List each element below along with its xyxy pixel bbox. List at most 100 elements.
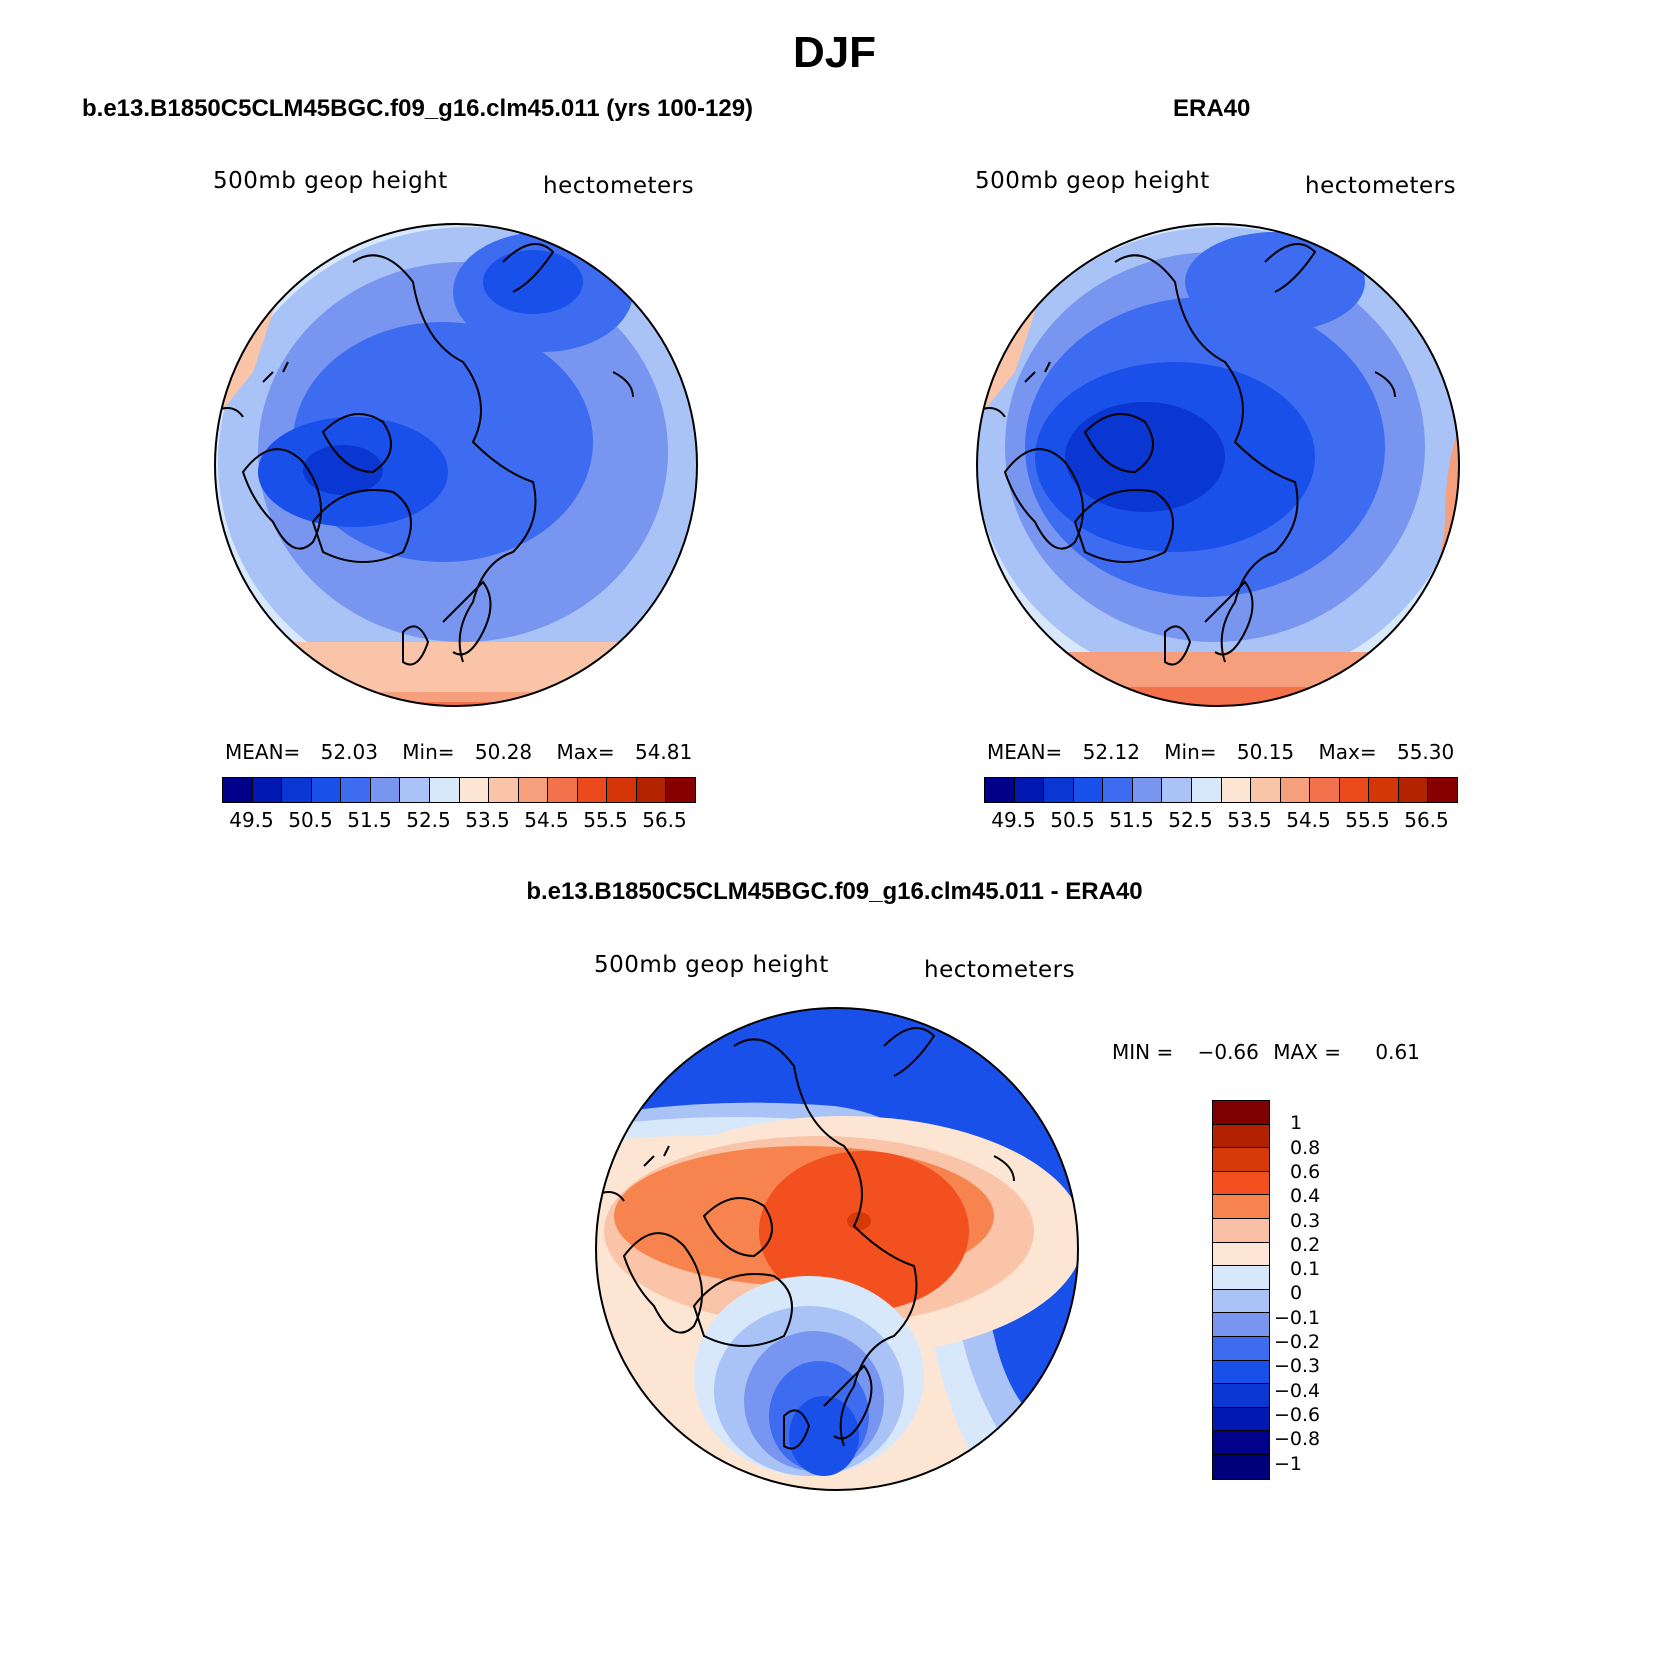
colorbar-swatch	[1213, 1171, 1269, 1196]
obs-colorbar-labels: 49.5 50.5 51.5 52.5 53.5 54.5 55.5 56.5	[984, 808, 1456, 834]
diff-max-label: MAX =	[1273, 1040, 1342, 1064]
colorbar-tick-label: 0.2	[1290, 1233, 1321, 1256]
colorbar-tick-label: 55.5	[583, 808, 628, 832]
colorbar-tick-label: −0.2	[1274, 1331, 1321, 1353]
colorbar-tick-label: 53.5	[465, 808, 510, 832]
colorbar-swatch	[459, 778, 490, 802]
colorbar-swatch	[1213, 1360, 1269, 1385]
colorbar-swatch	[282, 778, 312, 802]
colorbar-tick-label: −0.1	[1274, 1306, 1321, 1329]
colorbar-swatch	[1213, 1101, 1269, 1125]
model-mean-value: 52.03	[320, 740, 378, 764]
diff-polar-map	[595, 1007, 1079, 1491]
diff-max-value: 0.61	[1375, 1040, 1420, 1064]
obs-min-label: Min=	[1164, 740, 1217, 764]
model-colorbar	[222, 777, 696, 803]
obs-max-label: Max=	[1318, 740, 1377, 764]
colorbar-swatch	[1162, 778, 1192, 802]
obs-panel-title: ERA40	[1173, 95, 1251, 122]
obs-mean-value: 52.12	[1082, 740, 1140, 764]
colorbar-swatch	[1213, 1218, 1269, 1243]
colorbar-tick-label: 0.4	[1290, 1185, 1321, 1208]
colorbar-tick-label: 52.5	[406, 808, 451, 832]
colorbar-tick-label: 52.5	[1168, 808, 1213, 832]
colorbar-swatch	[1213, 1313, 1269, 1337]
colorbar-swatch	[252, 778, 283, 802]
colorbar-tick-label: 55.5	[1345, 808, 1390, 832]
colorbar-swatch	[400, 778, 430, 802]
model-panel-title: b.e13.B1850C5CLM45BGC.f09_g16.clm45.011 …	[82, 95, 754, 122]
obs-variable-label: 500mb geop height	[975, 168, 1210, 194]
diff-min-value: −0.66	[1197, 1040, 1259, 1064]
model-mean-label: MEAN=	[225, 740, 301, 764]
colorbar-swatch	[1213, 1407, 1269, 1432]
colorbar-tick-label: −0.8	[1274, 1428, 1321, 1451]
obs-stats: MEAN= 52.12 Min= 50.15 Max= 55.30	[987, 740, 1454, 764]
colorbar-swatch	[985, 778, 1015, 802]
colorbar-swatch	[577, 778, 608, 802]
colorbar-swatch	[1213, 1384, 1269, 1408]
colorbar-swatch	[1213, 1148, 1269, 1172]
diff-panel-title: b.e13.B1850C5CLM45BGC.f09_g16.clm45.011 …	[526, 878, 1143, 905]
colorbar-swatch	[1213, 1124, 1269, 1149]
colorbar-swatch	[1213, 1195, 1269, 1219]
model-min-label: Min=	[402, 740, 455, 764]
model-max-value: 54.81	[634, 740, 693, 764]
colorbar-tick-label: 51.5	[1109, 808, 1154, 832]
colorbar-tick-label: −0.4	[1274, 1379, 1321, 1402]
colorbar-swatch	[341, 778, 371, 802]
model-colorbar-labels: 49.5 50.5 51.5 52.5 53.5 54.5 55.5 56.5	[222, 808, 694, 834]
colorbar-tick-label: 50.5	[288, 808, 333, 832]
obs-min-value: 50.15	[1236, 740, 1295, 764]
colorbar-tick-label: 0.1	[1290, 1258, 1321, 1281]
colorbar-swatch	[1251, 778, 1281, 802]
diff-colorbar	[1212, 1100, 1270, 1480]
diff-units-label: hectometers	[924, 957, 1076, 983]
colorbar-swatch	[1073, 778, 1104, 802]
colorbar-swatch	[1014, 778, 1045, 802]
colorbar-tick-label: −0.6	[1274, 1403, 1321, 1426]
model-units-label: hectometers	[543, 173, 695, 199]
colorbar-swatch	[666, 778, 695, 802]
colorbar-tick-label: −0.3	[1274, 1355, 1321, 1378]
obs-units-label: hectometers	[1305, 173, 1457, 199]
colorbar-swatch	[311, 778, 342, 802]
colorbar-tick-label: 56.5	[1404, 808, 1449, 832]
diff-variable-label: 500mb geop height	[594, 952, 829, 978]
colorbar-swatch	[636, 778, 667, 802]
colorbar-swatch	[1310, 778, 1340, 802]
colorbar-swatch	[1221, 778, 1252, 802]
colorbar-tick-label: 1	[1290, 1112, 1303, 1135]
model-variable-label: 500mb geop height	[213, 168, 448, 194]
colorbar-swatch	[489, 778, 519, 802]
colorbar-swatch	[429, 778, 460, 802]
colorbar-swatch	[548, 778, 578, 802]
diff-colorbar-labels: 1 0.8 0.6 0.4 0.3 0.2 0.1 0 −0.1 −0.2 −0.3 −0.4 −0.6…	[1274, 1100, 1354, 1490]
colorbar-swatch	[1213, 1336, 1269, 1361]
colorbar-swatch	[1213, 1242, 1269, 1267]
colorbar-tick-label: 54.5	[524, 808, 569, 832]
colorbar-tick-label: −1	[1274, 1452, 1303, 1475]
colorbar-swatch	[1103, 778, 1133, 802]
colorbar-swatch	[1213, 1431, 1269, 1455]
colorbar-swatch	[1213, 1289, 1269, 1314]
colorbar-swatch	[518, 778, 549, 802]
colorbar-tick-label: 50.5	[1050, 808, 1095, 832]
colorbar-tick-label: 0	[1290, 1282, 1303, 1305]
colorbar-swatch	[1398, 778, 1429, 802]
colorbar-swatch	[1132, 778, 1163, 802]
colorbar-swatch	[1369, 778, 1399, 802]
colorbar-tick-label: 49.5	[229, 808, 274, 832]
obs-colorbar	[984, 777, 1458, 803]
colorbar-swatch	[1213, 1266, 1269, 1290]
colorbar-tick-label: 56.5	[642, 808, 687, 832]
colorbar-swatch	[1191, 778, 1222, 802]
obs-max-value: 55.30	[1396, 740, 1455, 764]
colorbar-tick-label: 0.8	[1290, 1136, 1321, 1159]
colorbar-tick-label: 49.5	[991, 808, 1036, 832]
obs-polar-map	[976, 223, 1460, 707]
obs-mean-label: MEAN=	[987, 740, 1063, 764]
colorbar-swatch	[1428, 778, 1457, 802]
model-min-value: 50.28	[474, 740, 533, 764]
diff-stats: MIN = −0.66 MAX = 0.61	[1112, 1040, 1420, 1064]
